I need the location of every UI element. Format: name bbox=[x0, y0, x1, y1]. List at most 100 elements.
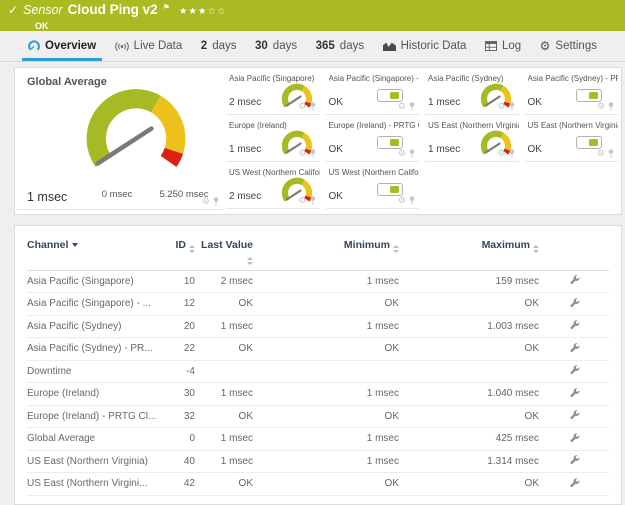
cell-id: 22 bbox=[183, 343, 195, 355]
sensor-title: Cloud Ping v2 bbox=[67, 2, 158, 17]
cell-channel[interactable]: Asia Pacific (Sydney) - PR... bbox=[27, 343, 153, 355]
channel-switch-tile[interactable]: Asia Pacific (Sydney) - PRTG ... OK ⚙ bbox=[524, 68, 618, 115]
pin-icon[interactable] bbox=[310, 149, 316, 158]
pin-icon[interactable] bbox=[310, 196, 316, 205]
channel-settings-wrench-icon[interactable] bbox=[569, 477, 580, 491]
tab-30-days[interactable]: 30 days bbox=[255, 40, 298, 52]
channel-settings-wrench-icon[interactable] bbox=[569, 387, 580, 401]
table-row[interactable]: Europe (Ireland) 30 1 msec 1 msec 1.040 … bbox=[27, 383, 609, 406]
channel-last-value: 2 msec bbox=[229, 191, 262, 202]
gear-icon[interactable]: ⚙ bbox=[397, 195, 406, 205]
global-average-tile[interactable]: Global Average 0 msec 5.250 msec 1 msec … bbox=[17, 68, 223, 210]
pin-icon[interactable] bbox=[509, 149, 515, 158]
sensor-header-bar: ✓ Sensor Cloud Ping v2 ⚑ ★★★☆☆ OK bbox=[0, 0, 625, 31]
priority-stars[interactable]: ★★★☆☆ bbox=[178, 6, 227, 17]
pin-icon[interactable] bbox=[213, 197, 219, 206]
overview-gauges-panel: Global Average 0 msec 5.250 msec 1 msec … bbox=[14, 67, 622, 215]
table-row[interactable]: Global Average 0 1 msec 1 msec 425 msec bbox=[27, 428, 609, 451]
table-row[interactable]: Asia Pacific (Sydney) 20 1 msec 1 msec 1… bbox=[27, 316, 609, 338]
table-row[interactable]: Europe (Ireland) - PRTG Cl... 32 OK OK O… bbox=[27, 406, 609, 428]
channel-switch-tile[interactable]: Europe (Ireland) - PRTG Cloud... OK ⚙ bbox=[325, 115, 419, 162]
cell-maximum: 1.003 msec bbox=[487, 320, 539, 332]
pin-icon[interactable] bbox=[310, 102, 316, 111]
channel-gauge-tile[interactable]: Asia Pacific (Sydney) 1 msec ⚙ bbox=[425, 68, 519, 115]
pin-icon[interactable] bbox=[608, 102, 614, 111]
channel-gauge-tile[interactable]: Asia Pacific (Singapore) 2 msec ⚙ bbox=[226, 68, 320, 115]
gear-icon[interactable]: ⚙ bbox=[596, 101, 605, 111]
cell-last-value: OK bbox=[238, 298, 253, 310]
sort-icon bbox=[247, 257, 253, 265]
live-data-icon bbox=[114, 41, 129, 52]
column-header-maximum[interactable]: Maximum bbox=[399, 239, 539, 253]
column-header-last-value[interactable]: Last Value bbox=[195, 239, 253, 265]
sort-icon bbox=[189, 245, 195, 253]
gear-icon[interactable]: ⚙ bbox=[201, 196, 210, 206]
channel-settings-wrench-icon[interactable] bbox=[569, 319, 580, 333]
channel-last-value: OK bbox=[527, 97, 542, 108]
column-header-minimum[interactable]: Minimum bbox=[253, 239, 399, 253]
channel-last-value: 1 msec bbox=[428, 144, 461, 155]
channel-gauge-tile[interactable]: US West (Northern California) 2 msec ⚙ bbox=[226, 162, 320, 209]
tab-live-data[interactable]: Live Data bbox=[114, 31, 182, 61]
channel-gauge-tile[interactable]: Europe (Ireland) 1 msec ⚙ bbox=[226, 115, 320, 162]
table-row[interactable]: US East (Northern Virginia) 40 1 msec 1 … bbox=[27, 451, 609, 473]
tab-overview[interactable]: Overview bbox=[21, 31, 103, 61]
channel-settings-wrench-icon[interactable] bbox=[569, 297, 580, 311]
pin-icon[interactable] bbox=[409, 102, 415, 111]
channel-gauge-tile[interactable]: US East (Northern Virginia) 1 msec ⚙ bbox=[425, 115, 519, 162]
gauge-chart bbox=[480, 130, 511, 155]
cell-channel[interactable]: Global Average bbox=[27, 433, 96, 445]
channel-table-panel: Channel ID Last Value Minimum Maximum As… bbox=[14, 225, 622, 505]
channel-name: Asia Pacific (Singapore) bbox=[229, 74, 315, 83]
gear-icon[interactable]: ⚙ bbox=[397, 148, 406, 158]
column-header-id[interactable]: ID bbox=[159, 239, 195, 253]
tab-365-days[interactable]: 365 days bbox=[315, 40, 365, 52]
gear-icon[interactable]: ⚙ bbox=[397, 101, 406, 111]
pin-icon[interactable] bbox=[509, 102, 515, 111]
channel-settings-wrench-icon[interactable] bbox=[569, 342, 580, 356]
channel-settings-wrench-icon[interactable] bbox=[569, 274, 580, 288]
flag-icon[interactable]: ⚑ bbox=[162, 3, 170, 12]
channel-switch-tile[interactable]: Asia Pacific (Singapore) - PR... OK ⚙ bbox=[325, 68, 419, 115]
cell-channel[interactable]: Europe (Ireland) - PRTG Cl... bbox=[27, 410, 157, 422]
gear-icon[interactable]: ⚙ bbox=[298, 148, 307, 158]
cell-channel[interactable]: Downtime bbox=[27, 365, 72, 377]
table-row[interactable]: Asia Pacific (Singapore) 10 2 msec 1 mse… bbox=[27, 271, 609, 293]
gear-icon[interactable]: ⚙ bbox=[298, 195, 307, 205]
channel-settings-wrench-icon[interactable] bbox=[569, 432, 580, 446]
sort-icon bbox=[533, 245, 539, 253]
gear-icon[interactable]: ⚙ bbox=[596, 148, 605, 158]
column-header-channel[interactable]: Channel bbox=[27, 239, 159, 251]
pin-icon[interactable] bbox=[409, 149, 415, 158]
cell-maximum: 1.314 msec bbox=[487, 455, 539, 467]
table-row[interactable]: Asia Pacific (Sydney) - PR... 22 OK OK O… bbox=[27, 338, 609, 361]
cell-channel[interactable]: Asia Pacific (Singapore) - ... bbox=[27, 298, 151, 310]
table-row[interactable]: Asia Pacific (Singapore) - ... 12 OK OK … bbox=[27, 293, 609, 316]
tab-settings[interactable]: ⚙ Settings bbox=[539, 39, 597, 53]
tab-historic-data[interactable]: Historic Data bbox=[382, 31, 466, 61]
pin-icon[interactable] bbox=[608, 149, 614, 158]
gauge-chart bbox=[480, 83, 511, 108]
cell-channel[interactable]: Asia Pacific (Sydney) bbox=[27, 320, 122, 332]
gear-icon[interactable]: ⚙ bbox=[497, 148, 506, 158]
cell-channel[interactable]: Asia Pacific (Singapore) bbox=[27, 275, 134, 287]
channel-table-body: Asia Pacific (Singapore) 10 2 msec 1 mse… bbox=[27, 271, 609, 496]
channel-switch-tile[interactable]: US West (Northern California)... OK ⚙ bbox=[325, 162, 419, 209]
gear-icon[interactable]: ⚙ bbox=[298, 101, 307, 111]
channel-last-value: OK bbox=[328, 191, 343, 202]
cell-channel[interactable]: US East (Northern Virgini... bbox=[27, 478, 148, 490]
channel-last-value: 1 msec bbox=[229, 144, 262, 155]
cell-channel[interactable]: Europe (Ireland) bbox=[27, 388, 100, 400]
channel-switch-tile[interactable]: US East (Northern Virginia) - ... OK ⚙ bbox=[524, 115, 618, 162]
cell-channel[interactable]: US East (Northern Virginia) bbox=[27, 455, 148, 467]
gear-icon[interactable]: ⚙ bbox=[497, 101, 506, 111]
channel-settings-wrench-icon[interactable] bbox=[569, 409, 580, 423]
sort-icon bbox=[393, 245, 399, 253]
tab-2-days[interactable]: 2 days bbox=[200, 40, 237, 52]
table-row[interactable]: Downtime -4 bbox=[27, 361, 609, 383]
channel-settings-wrench-icon[interactable] bbox=[569, 454, 580, 468]
channel-settings-wrench-icon[interactable] bbox=[569, 364, 580, 378]
pin-icon[interactable] bbox=[409, 196, 415, 205]
tab-log[interactable]: Log bbox=[484, 31, 521, 61]
table-row[interactable]: US East (Northern Virgini... 42 OK OK OK bbox=[27, 473, 609, 496]
